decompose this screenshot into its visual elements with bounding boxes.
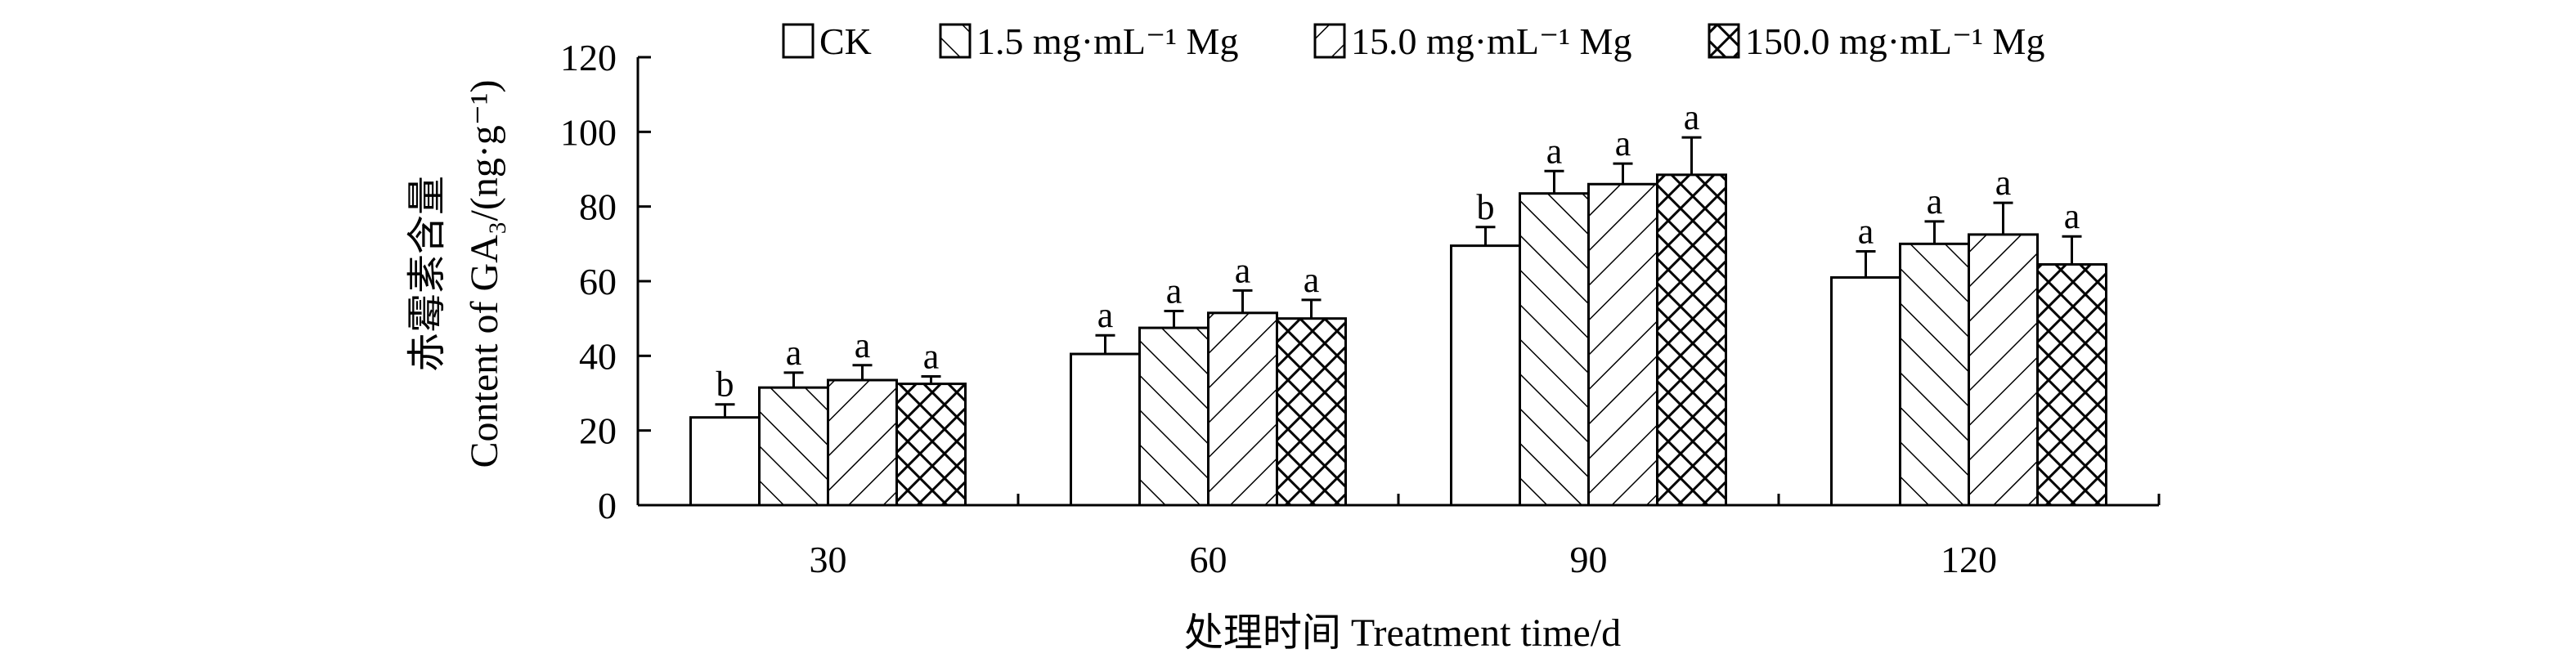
significance-label: a xyxy=(1858,211,1874,251)
legend-swatch xyxy=(939,23,972,59)
y-axis-title-en: Content of GA₃/(ng·g⁻¹) xyxy=(463,79,506,468)
bar xyxy=(827,378,898,507)
legend-entry: 1.5 mg·mL⁻¹ Mg xyxy=(976,20,1238,62)
significance-label: a xyxy=(1546,131,1563,171)
bar xyxy=(1968,233,2039,507)
x-ticks: 30 60 90 120 xyxy=(636,494,2161,580)
legend-entry: 15.0 mg·mL⁻¹ Mg xyxy=(1351,20,1631,62)
error-bars xyxy=(715,136,2082,418)
x-tick-label: 120 xyxy=(1941,539,1997,580)
y-ticks: 0 20 40 60 80 100 120 xyxy=(560,37,651,526)
bar xyxy=(1830,275,1901,507)
significance-label: a xyxy=(855,325,871,365)
significance-label: a xyxy=(2064,196,2080,236)
y-axis-title-cn: 赤霉素含量 xyxy=(406,176,449,372)
significance-label: a xyxy=(1684,97,1700,137)
y-tick-label: 40 xyxy=(579,335,617,377)
x-tick-label: 30 xyxy=(810,539,847,580)
bar xyxy=(2036,262,2107,507)
bar xyxy=(1138,326,1209,507)
bar xyxy=(1207,311,1278,507)
significance-label: a xyxy=(1304,260,1320,300)
bar xyxy=(895,383,967,507)
bar xyxy=(1519,192,1590,507)
bar xyxy=(758,386,829,507)
legend-swatch xyxy=(1708,23,1740,59)
significance-label: a xyxy=(1615,123,1631,163)
significance-label: a xyxy=(1097,295,1114,335)
bar xyxy=(1656,173,1727,507)
y-tick-label: 0 xyxy=(598,485,617,526)
legend: CK 1.5 mg·mL⁻¹ Mg 15.0 mg·mL⁻¹ Mg 150.0 mg·… xyxy=(782,20,2044,62)
significance-label: a xyxy=(923,336,940,376)
significance-label: a xyxy=(786,333,802,373)
legend-entry: 150.0 mg·mL⁻¹ Mg xyxy=(1745,20,2044,62)
bar xyxy=(689,416,761,507)
legend-entry: CK xyxy=(819,20,872,62)
x-tick-label: 90 xyxy=(1570,539,1608,580)
significance-label: a xyxy=(1166,271,1183,311)
y-tick-label: 20 xyxy=(579,410,617,452)
y-tick-label: 120 xyxy=(560,37,617,78)
y-tick-label: 60 xyxy=(579,261,617,302)
bar xyxy=(1070,352,1141,507)
x-tick-label: 60 xyxy=(1190,539,1227,580)
y-tick-label: 80 xyxy=(579,186,617,228)
significance-label: b xyxy=(716,365,734,405)
legend-swatch xyxy=(782,23,815,59)
significance-label: b xyxy=(1477,187,1495,227)
significance-label: a xyxy=(1235,250,1251,290)
bars xyxy=(689,173,2107,507)
legend-swatch xyxy=(1313,23,1346,59)
bar xyxy=(1450,244,1521,507)
y-tick-label: 100 xyxy=(560,111,617,153)
significance-labels: b a a a a a a a b a a a a a a a xyxy=(716,97,2080,405)
bar xyxy=(1587,182,1658,507)
bar xyxy=(1899,242,1970,507)
significance-label: a xyxy=(1927,181,1943,222)
bar xyxy=(1276,317,1347,507)
significance-label: a xyxy=(1995,163,2012,203)
x-axis-title: 处理时间 Treatment time/d xyxy=(1184,611,1621,655)
